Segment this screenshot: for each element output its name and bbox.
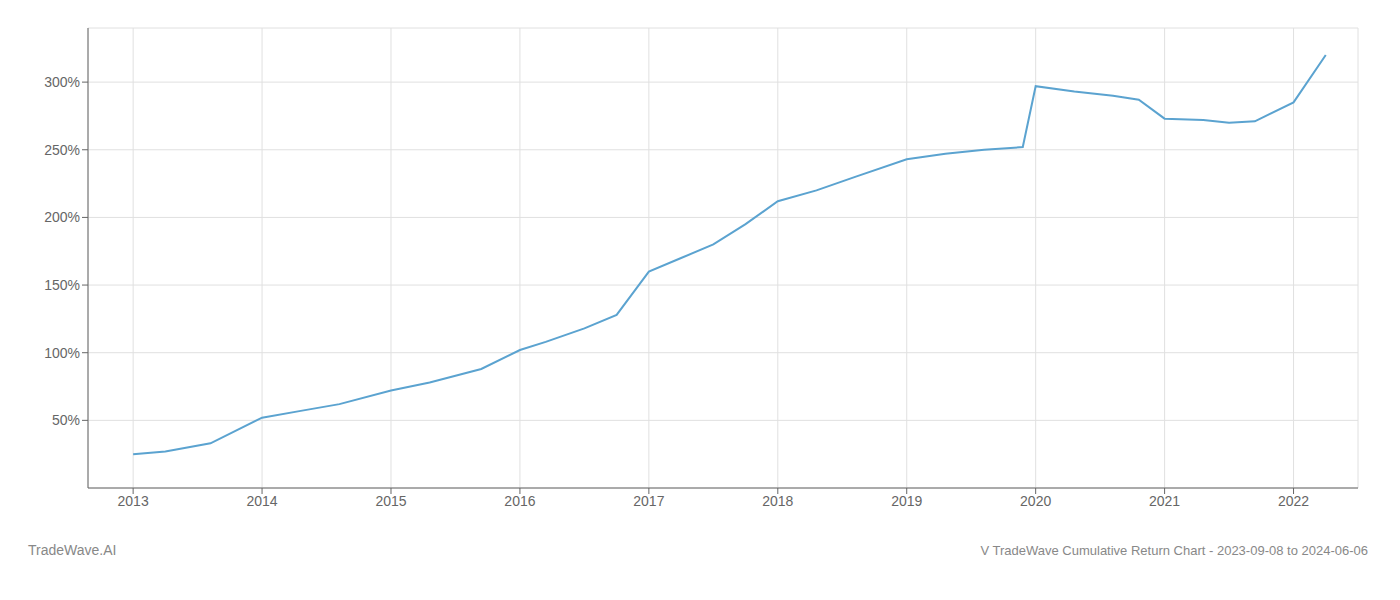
svg-text:250%: 250% bbox=[44, 142, 80, 158]
svg-text:50%: 50% bbox=[52, 412, 80, 428]
svg-text:2020: 2020 bbox=[1020, 493, 1051, 509]
svg-text:2013: 2013 bbox=[118, 493, 149, 509]
svg-text:2018: 2018 bbox=[762, 493, 793, 509]
svg-text:300%: 300% bbox=[44, 74, 80, 90]
html-text:V TradeWave Cumulative Return: V TradeWave Cumulative Return Chart - 20… bbox=[980, 543, 1368, 558]
svg-text:200%: 200% bbox=[44, 209, 80, 225]
svg-text:150%: 150% bbox=[44, 277, 80, 293]
svg-text:2016: 2016 bbox=[504, 493, 535, 509]
svg-text:100%: 100% bbox=[44, 345, 80, 361]
html-text:TradeWave.AI: TradeWave.AI bbox=[28, 542, 117, 558]
svg-text:2021: 2021 bbox=[1149, 493, 1180, 509]
svg-text:2015: 2015 bbox=[375, 493, 406, 509]
svg-text:2017: 2017 bbox=[633, 493, 664, 509]
svg-text:2019: 2019 bbox=[891, 493, 922, 509]
svg-text:2022: 2022 bbox=[1278, 493, 1309, 509]
svg-text:2014: 2014 bbox=[246, 493, 277, 509]
